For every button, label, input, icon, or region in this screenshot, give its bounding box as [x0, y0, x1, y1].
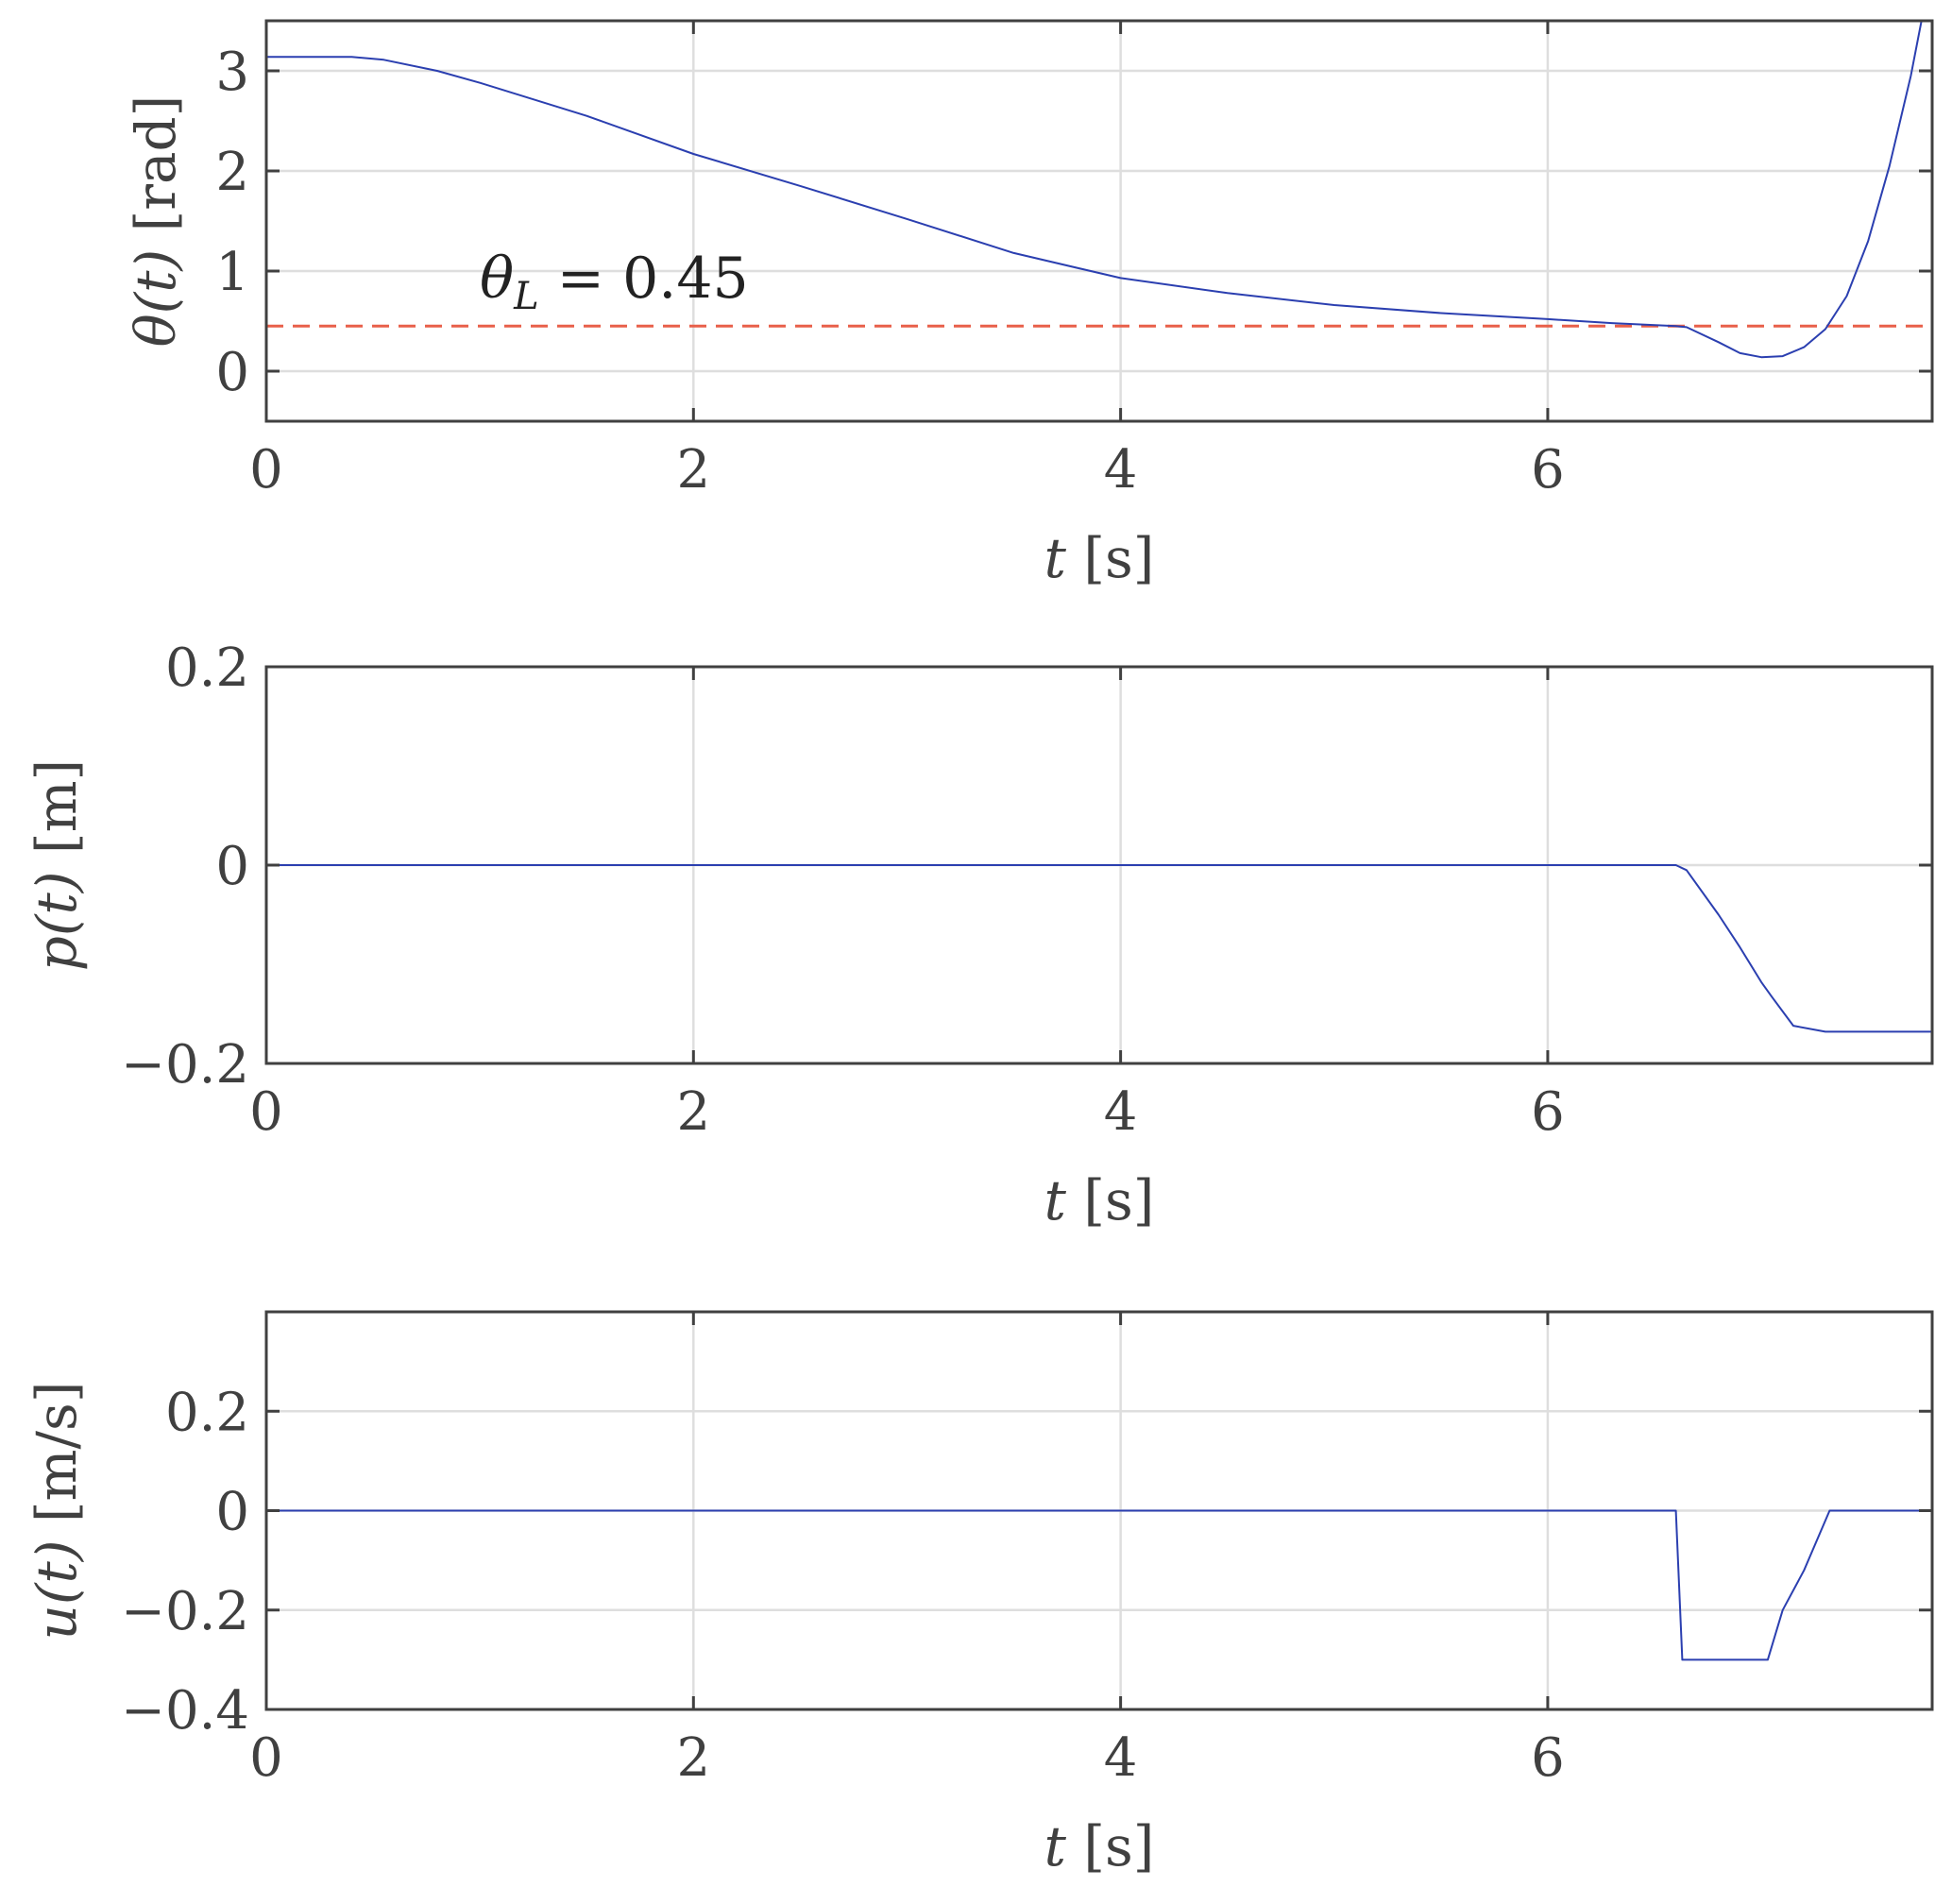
y-tick-label: 0 — [215, 1482, 249, 1543]
x-tick-label: 0 — [249, 439, 283, 501]
x-tick-label: 2 — [676, 439, 710, 501]
y-axis-label: u(t) [m/s] — [25, 1382, 89, 1640]
x-tick-label: 6 — [1531, 1081, 1565, 1143]
series-line — [266, 864, 1932, 1033]
x-tick-label: 0 — [249, 1081, 283, 1143]
x-tick-label: 6 — [1531, 1727, 1565, 1789]
x-axis-label: t [s] — [1044, 1814, 1155, 1878]
x-tick-label: 2 — [676, 1727, 710, 1789]
x-axis-label: t [s] — [1044, 1168, 1155, 1232]
x-tick-label: 4 — [1104, 1727, 1138, 1789]
y-tick-label: −0.4 — [121, 1680, 249, 1742]
chart-theta: 0 2 4 6 0 1 2 3 t [s] θ(t) [rad] θL = 0.45 — [124, 19, 1934, 590]
y-tick-label: 1 — [215, 242, 249, 303]
x-axis-label: t [s] — [1044, 526, 1155, 590]
series-line — [266, 1509, 1932, 1661]
y-tick-label: 0.2 — [165, 638, 249, 699]
x-tick-label: 4 — [1104, 1081, 1138, 1143]
y-tick-label: 0 — [215, 836, 249, 897]
x-tick-label: 0 — [249, 1727, 283, 1789]
y-tick-label: 0 — [215, 342, 249, 403]
y-tick-label: 0.2 — [165, 1382, 249, 1443]
y-axis-label: p(t) [m] — [25, 759, 89, 971]
y-tick-label: −0.2 — [121, 1581, 249, 1642]
chart-velocity: 0 2 4 6 −0.4 −0.2 0 0.2 t [s] u(t) [m/s] — [25, 1310, 1934, 1878]
x-tick-label: 2 — [676, 1081, 710, 1143]
chart-position: 0 2 4 6−0.200.2t [s]p(t) [m] — [25, 638, 1934, 1232]
y-tick-label: −0.2 — [121, 1034, 249, 1096]
series-line — [266, 21, 1923, 359]
y-axis-label: θ(t) [rad] — [124, 95, 188, 348]
axes-frame — [264, 19, 1934, 423]
y-tick-label: 2 — [215, 142, 249, 203]
y-tick-label: 3 — [215, 42, 249, 103]
x-tick-label: 6 — [1531, 439, 1565, 501]
x-tick-label: 4 — [1104, 439, 1138, 501]
threshold-annotation: θL = 0.45 — [480, 246, 749, 318]
